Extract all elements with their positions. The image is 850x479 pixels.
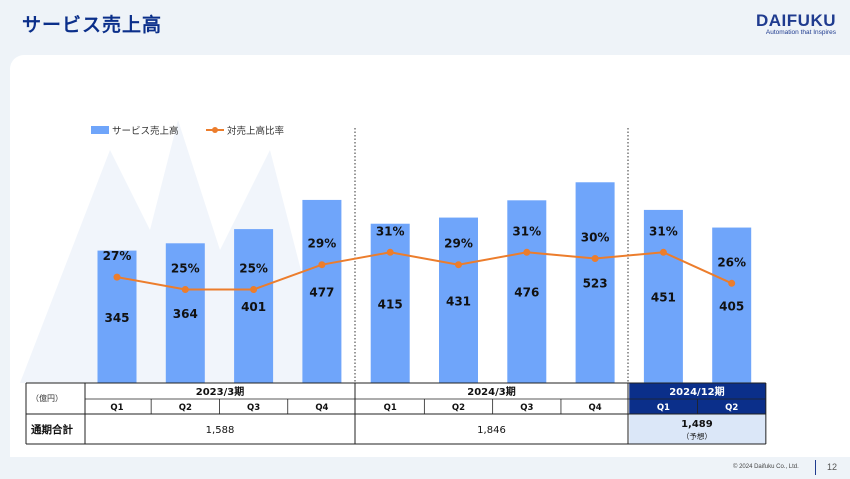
ratio-label: 30% xyxy=(581,231,610,245)
period-header: 2024/12期 xyxy=(669,385,724,398)
ratio-label: 26% xyxy=(717,255,746,269)
unit-label: （億円） xyxy=(31,393,63,403)
legend-line-label: 対売上高比率 xyxy=(227,125,285,137)
period-total: 1,489 xyxy=(681,419,713,430)
quarter-header: Q1 xyxy=(110,403,123,413)
bar xyxy=(97,250,137,383)
bar-value-label: 431 xyxy=(446,294,471,308)
bar-value-label: 476 xyxy=(514,286,539,300)
logo-wordmark: DAIFUKU xyxy=(756,11,836,30)
ratio-label: 31% xyxy=(649,224,678,238)
quarter-header: Q4 xyxy=(589,403,602,413)
legend-bar-swatch xyxy=(91,126,109,134)
bar xyxy=(234,229,274,383)
logo-tagline: Automation that Inspires xyxy=(765,29,836,36)
bar xyxy=(575,182,615,383)
ratio-point xyxy=(318,261,326,269)
ratio-point xyxy=(386,248,394,256)
ratio-label: 31% xyxy=(512,224,541,238)
bar xyxy=(165,243,205,383)
period-header: 2024/3期 xyxy=(467,385,515,398)
ratio-label: 25% xyxy=(171,262,200,276)
bar xyxy=(712,227,752,383)
ratio-point xyxy=(250,286,258,293)
bar-value-label: 451 xyxy=(651,290,676,304)
bar xyxy=(643,209,683,383)
total-row-label: 通期合計 xyxy=(31,423,73,436)
quarter-header: Q2 xyxy=(179,403,192,413)
copyright-text: © 2024 Daifuku Co., Ltd. xyxy=(733,464,799,470)
ratio-point xyxy=(181,286,189,293)
ratio-label: 29% xyxy=(444,237,473,251)
ratio-point xyxy=(728,279,736,287)
ratio-label: 27% xyxy=(103,249,132,263)
bar-value-label: 477 xyxy=(309,285,334,299)
legend-bar-label: サービス売上高 xyxy=(112,125,179,137)
ratio-label: 31% xyxy=(376,224,405,238)
period-total: 1,588 xyxy=(206,425,235,436)
quarter-header: Q4 xyxy=(315,403,328,413)
ratio-line xyxy=(116,251,733,291)
company-logo: DAIFUKU Automation that Inspires xyxy=(756,11,836,36)
period-total: 1,846 xyxy=(477,425,506,436)
ratio-point xyxy=(523,248,531,256)
quarter-header: Q1 xyxy=(657,403,670,413)
quarter-header: Q3 xyxy=(247,403,260,413)
quarter-header: Q2 xyxy=(725,403,738,413)
ratio-label: 25% xyxy=(239,262,268,276)
bar xyxy=(302,199,342,383)
legend-line-marker xyxy=(212,127,218,133)
bar-value-label: 405 xyxy=(719,299,744,313)
quarter-header: Q1 xyxy=(384,403,397,413)
bar-value-label: 415 xyxy=(378,297,403,311)
bar-value-label: 401 xyxy=(241,300,266,314)
ratio-point xyxy=(659,248,667,256)
bar-value-label: 364 xyxy=(173,307,198,321)
ratio-point xyxy=(591,255,599,262)
ratio-label: 29% xyxy=(308,237,337,251)
footer-separator xyxy=(815,460,816,475)
forecast-note: （予想） xyxy=(682,431,712,441)
highlight-total-cell xyxy=(629,414,766,444)
bar xyxy=(507,200,547,383)
period-header: 2023/3期 xyxy=(196,385,244,398)
page-number: 12 xyxy=(827,462,838,472)
bar xyxy=(439,217,478,383)
quarter-header: Q2 xyxy=(452,403,465,413)
page-title: サービス売上高 xyxy=(22,14,163,36)
bar-value-label: 523 xyxy=(583,277,608,291)
ratio-point xyxy=(113,273,121,281)
quarter-header: Q3 xyxy=(520,403,533,413)
bar-value-label: 345 xyxy=(104,311,129,325)
ratio-point xyxy=(455,261,462,269)
